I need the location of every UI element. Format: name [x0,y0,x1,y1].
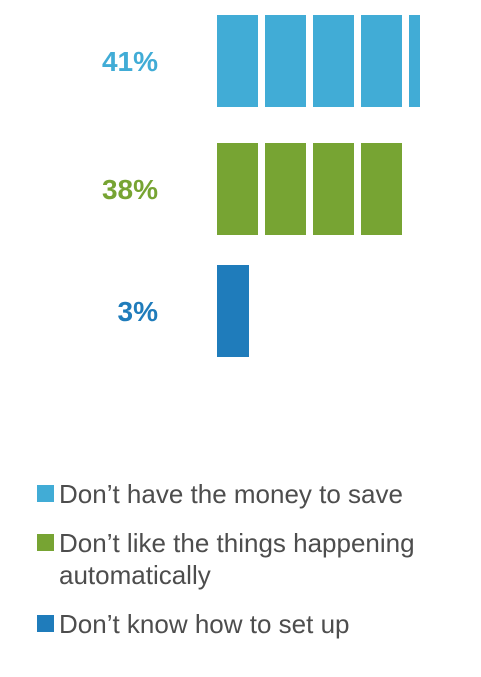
bar-no-money [217,15,420,107]
bar-segment [217,15,258,107]
bar-segment [265,143,306,235]
bar-segment-partial [361,143,402,235]
bar-segment [217,143,258,235]
legend-label-dont-know-setup: Don’t know how to set up [59,609,350,639]
bar-dont-know-setup [217,265,249,357]
value-label-dont-know-setup: 3% [118,296,159,327]
legend-item-dislike-automatic: Don’t like the things happening automati… [37,527,477,591]
legend-label-dislike-automatic: Don’t like the things happening automati… [59,528,415,590]
legend: Don’t have the money to save Don’t like … [37,478,477,657]
bar-dislike-automatic [217,143,402,235]
value-label-no-money: 41% [102,46,158,77]
bar-segment-partial [409,15,420,107]
bar-chart: 41% 38% 3% [102,15,420,357]
bar-segment [313,15,354,107]
legend-swatch-no-money [37,485,54,502]
bar-segment [313,143,354,235]
legend-swatch-dislike-automatic [37,534,54,551]
legend-item-dont-know-setup: Don’t know how to set up [37,608,477,640]
bar-segment [265,15,306,107]
legend-label-no-money: Don’t have the money to save [59,479,403,509]
bar-segment-partial [217,265,249,357]
legend-swatch-dont-know-setup [37,615,54,632]
legend-item-no-money: Don’t have the money to save [37,478,477,510]
value-label-dislike-automatic: 38% [102,174,158,205]
bar-segment [361,15,402,107]
